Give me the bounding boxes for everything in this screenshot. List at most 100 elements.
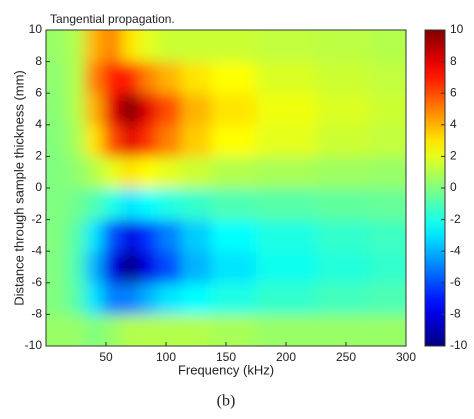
cell <box>103 282 122 315</box>
x-tick-label: 100 <box>156 350 176 364</box>
cell <box>157 314 182 346</box>
x-tick-label: 150 <box>216 350 236 364</box>
colorbar-tick-label: -6 <box>450 275 461 289</box>
y-tick-label: 10 <box>29 22 43 36</box>
cell <box>103 156 122 189</box>
cell <box>181 93 212 126</box>
y-axis-label: Distance through sample thickness (mm) <box>11 70 26 306</box>
cell <box>67 282 86 315</box>
cell <box>85 124 104 157</box>
cell <box>370 251 406 284</box>
cell <box>103 61 122 94</box>
cell <box>85 314 104 346</box>
cell <box>181 219 212 252</box>
cell <box>103 251 122 284</box>
cell <box>103 188 122 221</box>
cell <box>211 156 257 189</box>
cell <box>370 61 406 94</box>
cell <box>46 251 68 284</box>
cell <box>211 188 257 221</box>
cell <box>85 156 104 189</box>
cell <box>370 314 406 346</box>
x-tick-label: 200 <box>276 350 296 364</box>
colorbar-tick-label: -10 <box>450 338 468 352</box>
cell <box>139 156 158 189</box>
cell <box>316 93 371 126</box>
cell <box>256 156 317 189</box>
cell <box>181 156 212 189</box>
cell <box>316 156 371 189</box>
y-tick-label: 2 <box>35 149 42 163</box>
cell <box>139 282 158 315</box>
cell <box>139 93 158 126</box>
cell <box>121 282 140 315</box>
colorbar-tick-label: -2 <box>450 212 461 226</box>
cell <box>157 30 182 63</box>
cell <box>256 30 317 63</box>
cell <box>316 61 371 94</box>
cell <box>121 30 140 63</box>
cell <box>121 219 140 252</box>
cells <box>46 30 406 346</box>
cell <box>121 314 140 346</box>
cell <box>139 124 158 157</box>
cell <box>316 124 371 157</box>
cell <box>211 251 257 284</box>
cell <box>316 30 371 63</box>
cell <box>256 61 317 94</box>
cell <box>121 124 140 157</box>
colorbar-tick-label: 8 <box>450 54 457 68</box>
cell <box>46 124 68 157</box>
colorbar-tick-label: 6 <box>450 85 457 99</box>
cell <box>46 282 68 315</box>
colorbar-tick-label: 0 <box>450 180 457 194</box>
cell <box>67 156 86 189</box>
cell <box>67 124 86 157</box>
cell <box>46 61 68 94</box>
cell <box>256 251 317 284</box>
cell <box>46 188 68 221</box>
cell <box>103 30 122 63</box>
cell <box>211 61 257 94</box>
cell <box>139 219 158 252</box>
cell <box>316 188 371 221</box>
cell <box>85 93 104 126</box>
cell <box>103 219 122 252</box>
cell <box>46 93 68 126</box>
cell <box>181 61 212 94</box>
cell <box>139 61 158 94</box>
cell <box>370 282 406 315</box>
cell <box>211 219 257 252</box>
caption: (b) <box>217 393 236 410</box>
cell <box>316 314 371 346</box>
cell <box>103 93 122 126</box>
cell <box>67 314 86 346</box>
cell <box>85 30 104 63</box>
colorbar-tick-label: 2 <box>450 149 457 163</box>
cell <box>157 282 182 315</box>
cell <box>139 314 158 346</box>
cell <box>139 30 158 63</box>
cell <box>370 219 406 252</box>
cell <box>157 188 182 221</box>
cell <box>103 124 122 157</box>
cell <box>67 188 86 221</box>
cell <box>157 219 182 252</box>
cell <box>181 314 212 346</box>
cell <box>121 251 140 284</box>
cell <box>157 251 182 284</box>
cell <box>67 251 86 284</box>
cell <box>85 219 104 252</box>
cell <box>121 93 140 126</box>
x-tick-label: 50 <box>99 350 113 364</box>
cell <box>121 188 140 221</box>
cell <box>139 251 158 284</box>
x-tick-label: 300 <box>396 350 416 364</box>
cell <box>157 156 182 189</box>
cell <box>46 314 68 346</box>
cell <box>85 188 104 221</box>
colorbar-tick-label: -8 <box>450 307 461 321</box>
colorbar-tick-label: 10 <box>450 22 464 36</box>
y-tick-label: 0 <box>35 180 42 194</box>
cell <box>211 93 257 126</box>
